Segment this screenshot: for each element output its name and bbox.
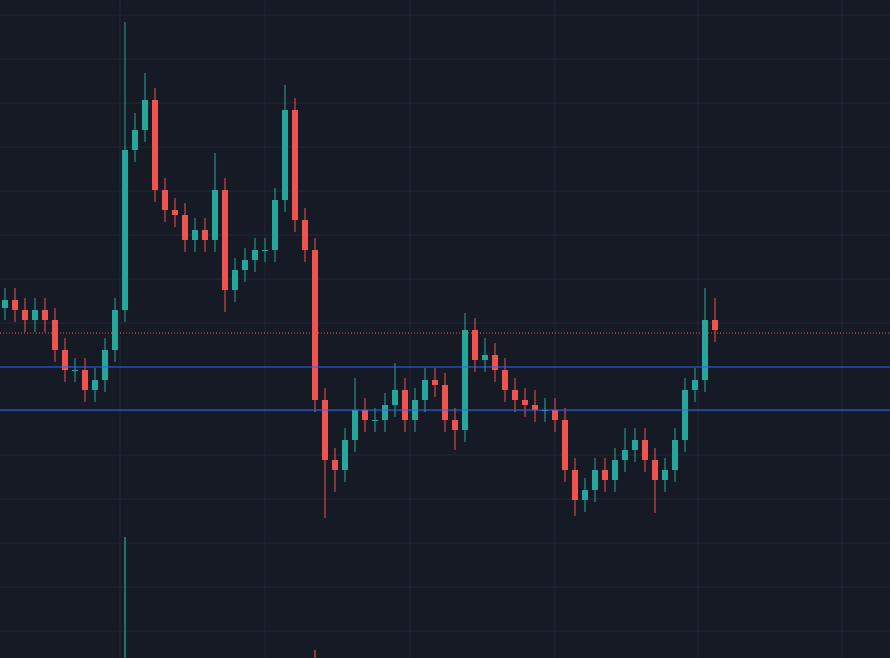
candle-body [222,190,228,290]
candle-body [92,380,98,390]
candle-body [322,400,328,460]
candle-body [212,190,218,240]
candle-body [122,150,128,310]
candle-body [82,370,88,390]
candle-body [252,250,258,260]
candle-body [392,390,398,405]
candle-body [112,310,118,350]
candle-body [432,380,438,385]
candle-body [282,110,288,200]
candle-body [132,130,138,150]
candle-body [512,390,518,400]
candle-body [502,370,508,390]
candle-body [552,410,558,420]
candle-body [342,440,348,470]
candle-body [442,385,448,420]
candle-body [452,420,458,430]
candle-body [332,460,338,470]
candle-body [182,215,188,240]
volume-bar [124,537,126,658]
candle-body [572,470,578,500]
candle-body [12,300,18,310]
candle-body [592,470,598,490]
candle-body [642,440,648,460]
candle-body [382,405,388,420]
candle-body [62,350,68,370]
candle-body [482,355,488,360]
candle-body [692,380,698,390]
candle-body [232,270,238,290]
candle-body [662,470,668,480]
candle-body [162,190,168,210]
candle-body [712,320,718,330]
candle-body [292,110,298,220]
candle-body [52,320,58,350]
candle-body [362,410,368,420]
candle-body [152,100,158,190]
candle-body [272,200,278,250]
candle-body [72,370,78,371]
candle-body [622,450,628,460]
candle-body [582,490,588,500]
candle-body [492,355,498,370]
candle-body [632,440,638,450]
candle-body [262,250,268,251]
candle-body [32,310,38,320]
candle-body [172,210,178,215]
candle-body [302,220,308,250]
candle-body [42,310,48,320]
candle-body [522,400,528,405]
candle-body [22,310,28,320]
candle-body [472,330,478,360]
candle-body [602,470,608,480]
candle-body [652,460,658,480]
candle-body [612,460,618,480]
candle-body [532,405,538,410]
candle-body [312,250,318,400]
candle-body [352,410,358,440]
candle-body [402,390,408,420]
candle-body [102,350,108,380]
candle-body [422,380,428,400]
candle-body [682,390,688,440]
candle-body [562,420,568,470]
candle-body [242,260,248,270]
candle-body [192,230,198,240]
candle-body [142,100,148,130]
volume-bar [314,650,316,658]
candle-body [462,330,468,430]
candle-body [702,320,708,380]
candle-body [672,440,678,470]
candle-body [2,300,8,308]
candle-body [202,230,208,240]
candle-body [372,420,378,421]
